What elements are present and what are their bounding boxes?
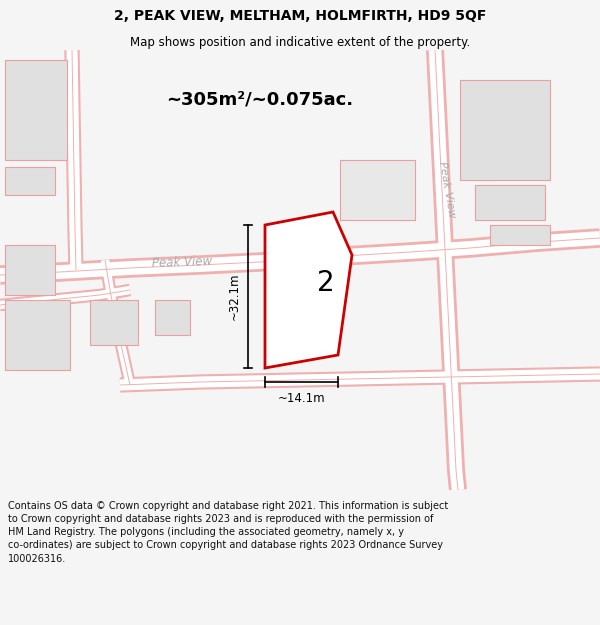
Polygon shape: [265, 212, 352, 368]
Text: Map shows position and indicative extent of the property.: Map shows position and indicative extent…: [130, 36, 470, 49]
Text: Contains OS data © Crown copyright and database right 2021. This information is : Contains OS data © Crown copyright and d…: [8, 501, 448, 564]
Text: Peak View: Peak View: [152, 254, 212, 269]
Bar: [340, 160, 415, 220]
Text: 2: 2: [317, 269, 334, 297]
Text: ~32.1m: ~32.1m: [227, 272, 241, 320]
Text: ~305m²/~0.075ac.: ~305m²/~0.075ac.: [166, 91, 353, 109]
Text: Peak View: Peak View: [437, 161, 457, 219]
Bar: [90, 300, 138, 345]
Bar: [5, 167, 55, 195]
Bar: [460, 80, 550, 180]
Text: ~14.1m: ~14.1m: [278, 391, 325, 404]
Bar: [475, 185, 545, 220]
Bar: [5, 300, 70, 370]
Bar: [5, 245, 55, 295]
Text: 2, PEAK VIEW, MELTHAM, HOLMFIRTH, HD9 5QF: 2, PEAK VIEW, MELTHAM, HOLMFIRTH, HD9 5Q…: [114, 9, 486, 24]
Bar: [155, 300, 190, 335]
Bar: [5, 60, 67, 160]
Bar: [490, 225, 550, 245]
